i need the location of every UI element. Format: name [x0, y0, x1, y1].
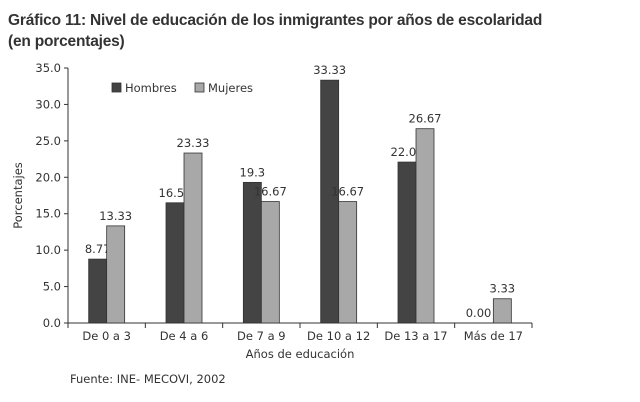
- y-tick-label: 35.0: [35, 61, 61, 75]
- data-label: 22.09: [391, 145, 424, 159]
- chart-title: Gráfico 11: Nivel de educación de los in…: [8, 10, 542, 52]
- data-label: 26.67: [409, 112, 442, 126]
- x-tick-label: De 10 a 12: [307, 329, 370, 343]
- data-label: 19.3: [240, 165, 266, 179]
- legend-swatch-hombres: [111, 82, 122, 93]
- data-label: 33.33: [313, 63, 346, 77]
- x-tick-label: De 7 a 9: [237, 329, 286, 343]
- x-tick-label: De 13 a 17: [384, 329, 447, 343]
- bar-mujeres: [260, 201, 280, 324]
- legend-swatch-mujeres: [194, 82, 205, 93]
- bar-mujeres: [338, 201, 358, 324]
- legend-label: Mujeres: [208, 81, 253, 95]
- y-axis-title: Porcentajes: [11, 162, 25, 229]
- x-axis-title: Años de educación: [246, 347, 355, 361]
- x-tick-label: De 4 a 6: [160, 329, 209, 343]
- chart-title-line1: Gráfico 11: Nivel de educación de los in…: [8, 12, 543, 29]
- y-tick-label: 5.0: [43, 280, 61, 294]
- bar-hombres: [320, 79, 340, 324]
- data-label: 16.67: [254, 185, 287, 199]
- data-label: 8.77: [85, 242, 111, 256]
- bar-hombres: [88, 258, 108, 324]
- bar-hombres: [165, 202, 185, 324]
- legend-label: Hombres: [125, 81, 177, 95]
- bar-mujeres: [492, 298, 512, 324]
- bar-mujeres: [415, 128, 435, 324]
- data-label: 3.33: [490, 282, 516, 296]
- y-tick-label: 15.0: [35, 207, 61, 221]
- source-note: Fuente: INE- MECOVI, 2002: [70, 372, 226, 386]
- bar-hombres: [242, 181, 262, 324]
- data-label: 16.50: [159, 186, 192, 200]
- y-tick-label: 10.0: [35, 243, 61, 257]
- y-tick-label: 25.0: [35, 134, 61, 148]
- data-label: 13.33: [99, 209, 132, 223]
- bar-mujeres: [106, 225, 126, 324]
- x-tick-label: Más de 17: [464, 329, 523, 343]
- y-tick-label: 30.0: [35, 97, 61, 111]
- y-tick-label: 0.0: [43, 316, 61, 330]
- chart-title-line2: (en porcentajes): [8, 33, 125, 50]
- bar-hombres: [397, 161, 417, 324]
- bar-mujeres: [183, 152, 203, 324]
- data-label: 0.00: [466, 306, 492, 320]
- data-label: 23.33: [177, 136, 210, 150]
- data-label: 16.67: [331, 185, 364, 199]
- x-tick-label: De 0 a 3: [82, 329, 131, 343]
- y-tick-label: 20.0: [35, 170, 61, 184]
